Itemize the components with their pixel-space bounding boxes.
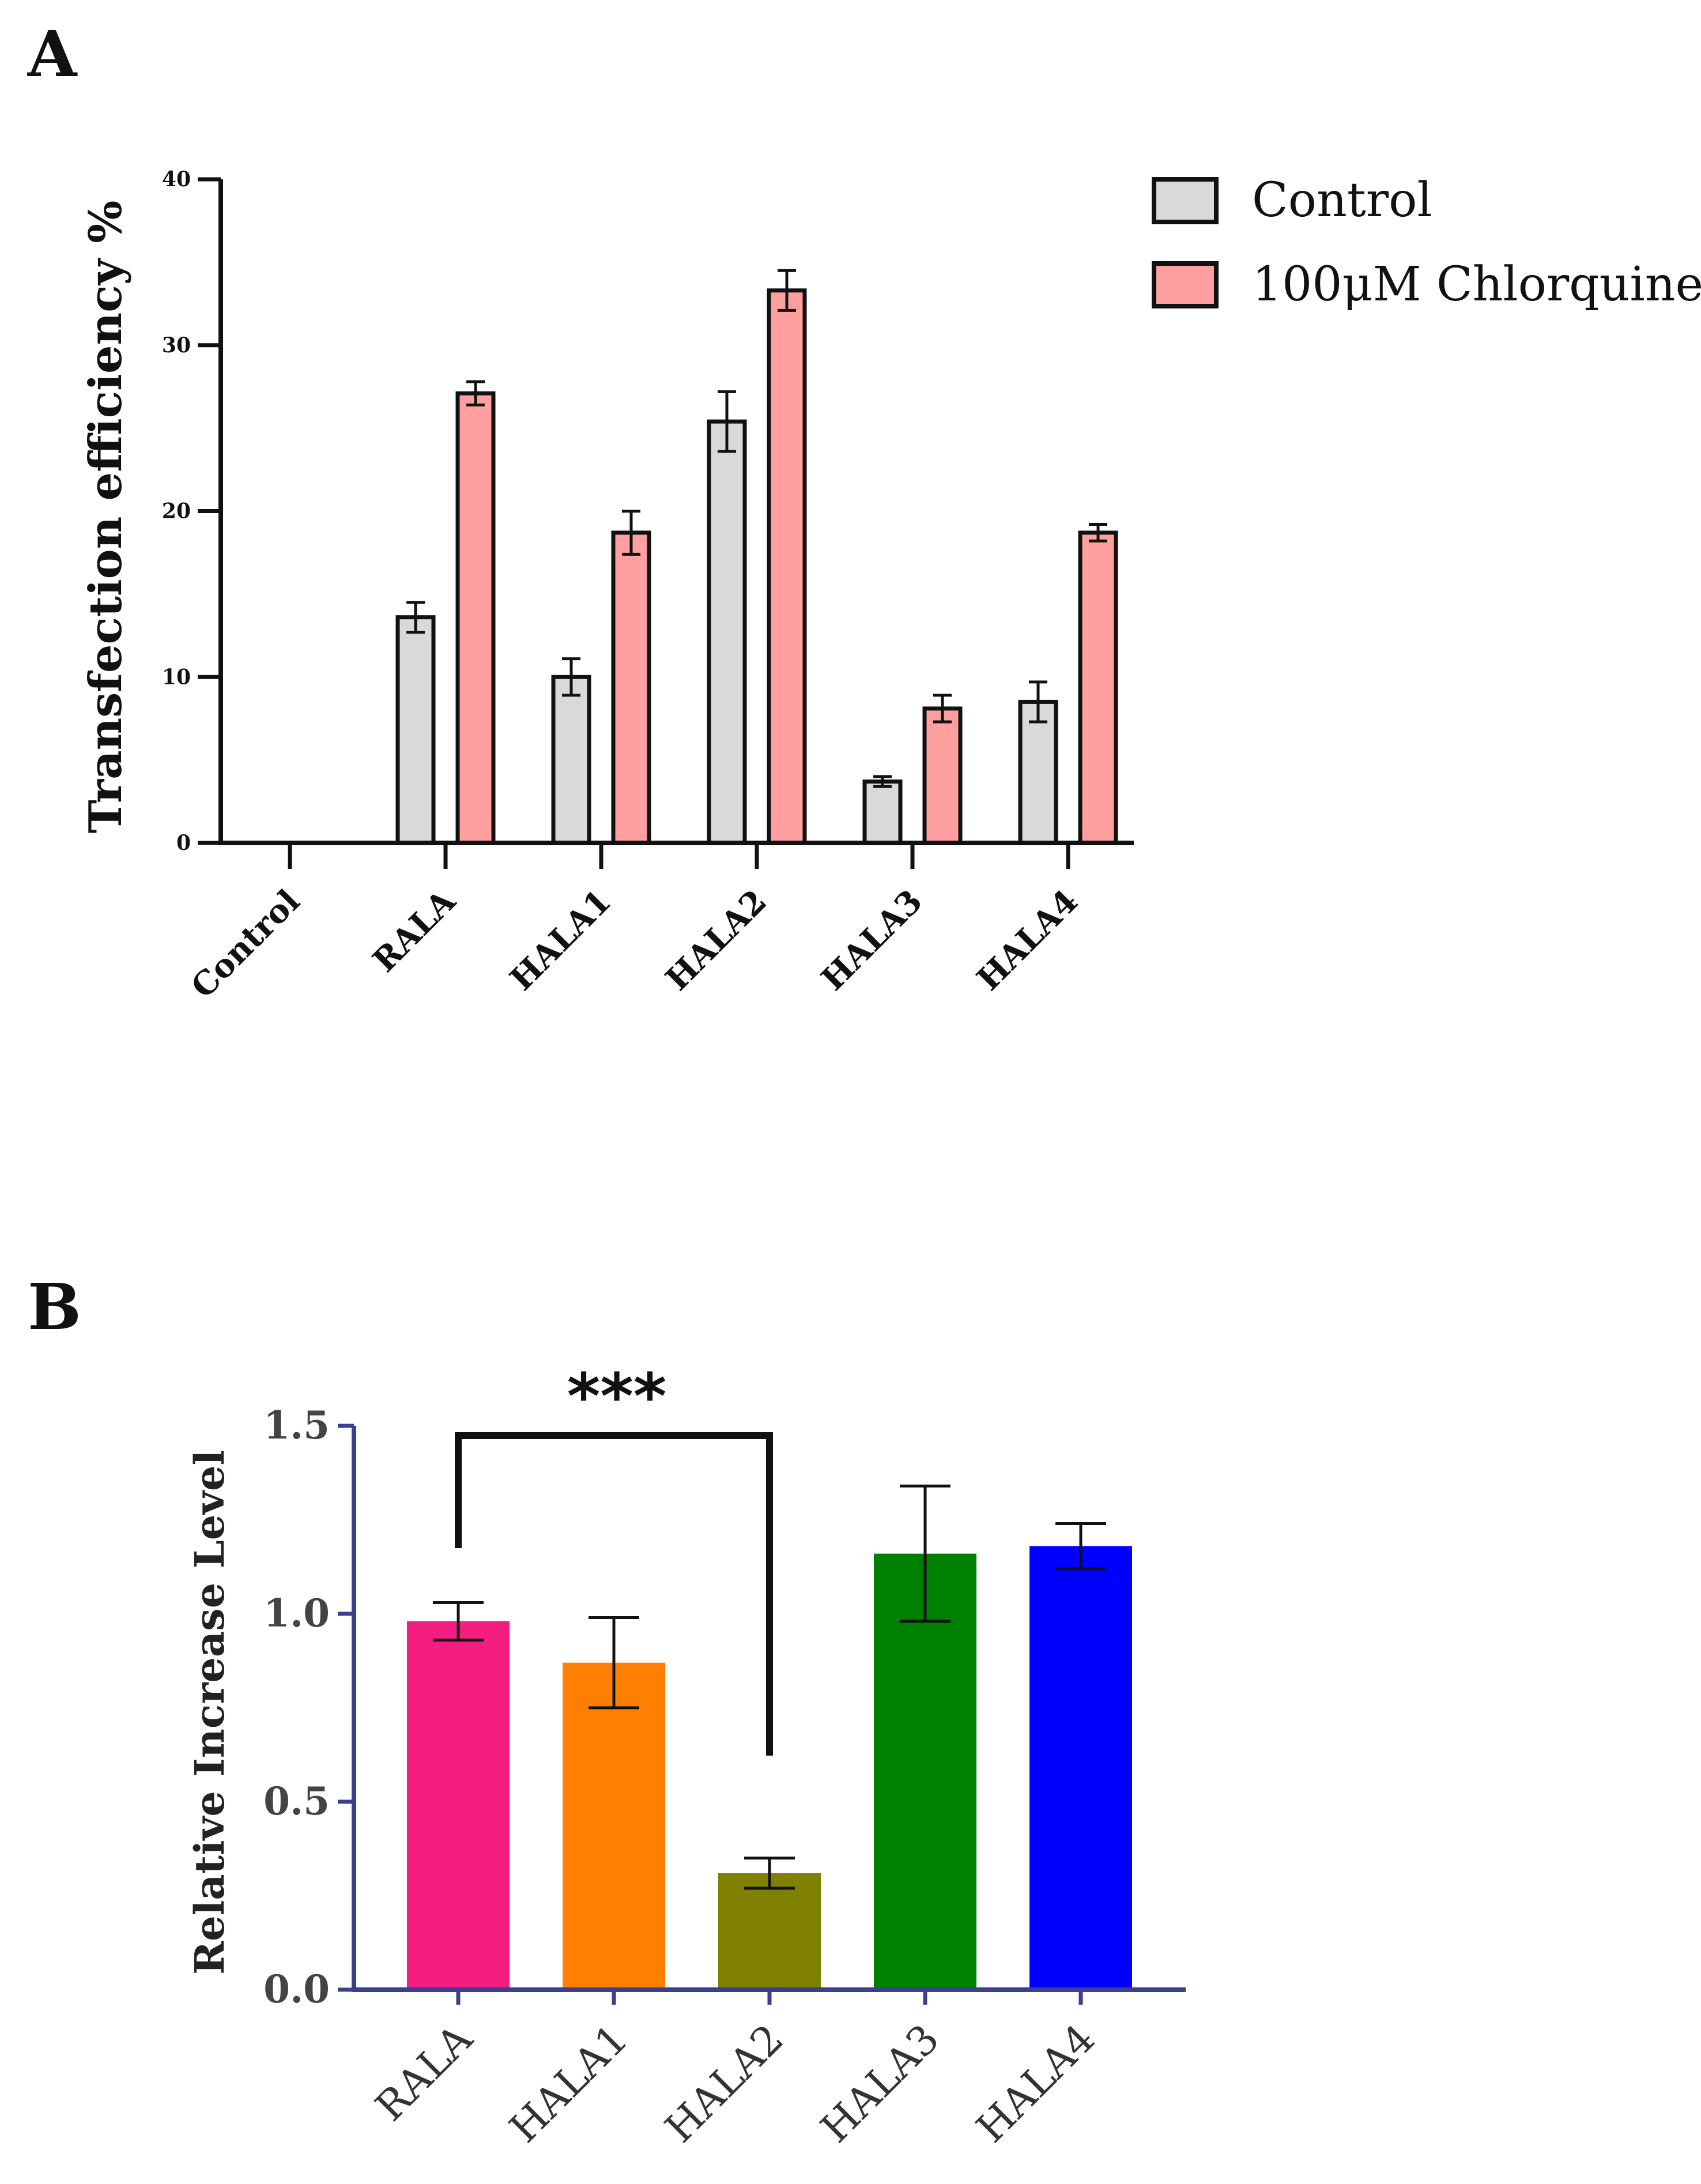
- y-tick-label-a: 20: [162, 499, 191, 524]
- significance-bracket: [455, 1432, 773, 1756]
- y-axis-label-a: Transfection efficiency %: [80, 201, 132, 834]
- bar-a: [862, 780, 903, 845]
- bar-b: [407, 1621, 510, 1990]
- legend-swatch-a: [1152, 261, 1219, 308]
- x-tick-label-b: RALA: [366, 2014, 482, 2130]
- y-tick-label-a: 40: [162, 167, 191, 191]
- y-tick-label-a: 30: [162, 333, 191, 357]
- bar-b: [718, 1873, 821, 1990]
- x-tick-label-b: HALA1: [500, 2015, 637, 2152]
- bar-a: [395, 615, 436, 845]
- bar-a: [551, 675, 591, 845]
- y-tick-label-b: 1.0: [263, 1591, 330, 1636]
- chart-b: 0.0 0.5 1.0 1.5 RALA HALA1 HALA2 HALA3 HALA4 Rela…: [186, 1360, 1186, 2152]
- y-tick-label-b: 1.5: [263, 1403, 330, 1448]
- y-tick-label-a: 10: [162, 665, 191, 689]
- x-tick-label-a: HALA4: [970, 882, 1085, 998]
- significance-label: ***: [567, 1360, 667, 1433]
- panel-a-label: A: [27, 17, 78, 91]
- bar-b: [874, 1553, 976, 1990]
- chart-a: 0 10 20 30 40 Control RALA HALA1 HALA2 HALA3 HALA4…: [80, 167, 1701, 1006]
- bar-a: [707, 419, 747, 845]
- x-tick-label-b: HALA2: [656, 2015, 793, 2152]
- x-tick-label-b: HALA3: [812, 2015, 948, 2152]
- x-tick-label-a: HALA1: [503, 882, 618, 998]
- x-tick-label-a: HALA3: [814, 882, 930, 998]
- bar-a: [767, 288, 807, 845]
- y-tick-label-a: 0: [176, 831, 191, 855]
- x-tick-label-b: HALA4: [967, 2015, 1104, 2152]
- x-tick-label-a: Control: [184, 882, 307, 1006]
- legend-label-a: Control: [1252, 173, 1432, 228]
- bar-a: [611, 530, 651, 845]
- legend-swatch-a: [1152, 177, 1219, 224]
- x-tick-label-a: RALA: [365, 882, 463, 980]
- panel-b-label: B: [28, 1270, 81, 1344]
- legend-label-a: 100μM Chlorquine: [1252, 257, 1701, 312]
- y-axis-label-b: Relative Increase Level: [186, 1450, 233, 1975]
- bar-a: [922, 706, 963, 845]
- y-tick-label-b: 0.0: [263, 1967, 330, 2012]
- bar-a: [455, 391, 496, 845]
- x-tick-label-a: HALA2: [658, 882, 774, 998]
- y-tick-label-b: 0.5: [263, 1779, 330, 1824]
- bar-b: [563, 1662, 665, 1990]
- bar-b: [1029, 1546, 1132, 1990]
- bar-a: [1078, 530, 1118, 845]
